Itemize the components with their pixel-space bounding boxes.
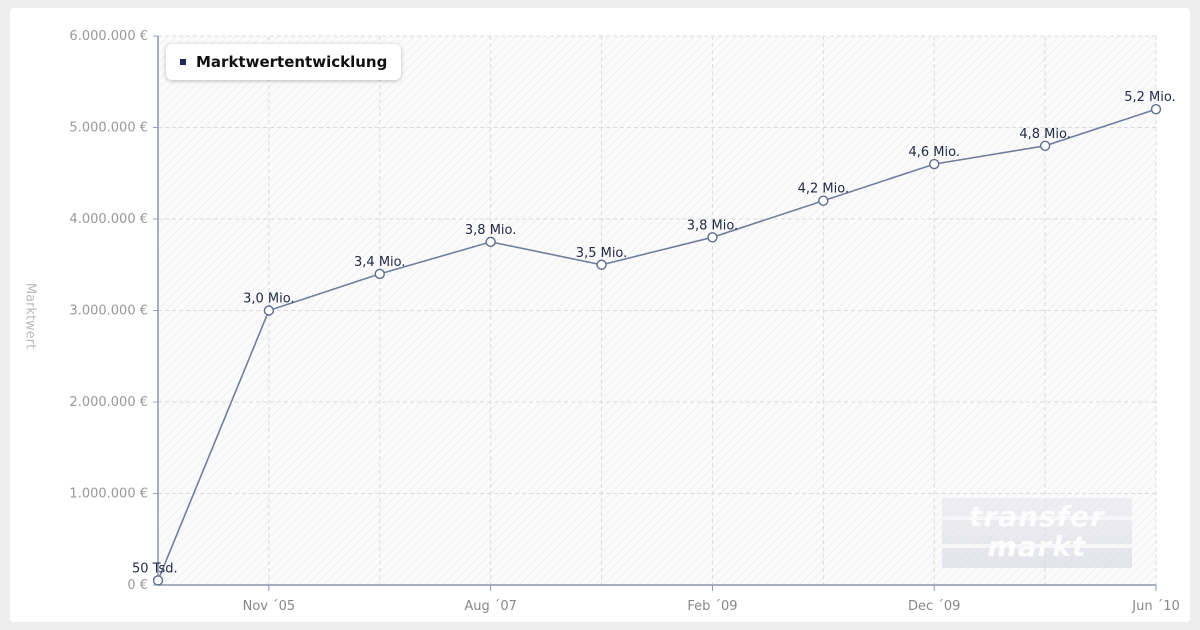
data-point [1039, 140, 1051, 152]
data-label: 3,0 Mio. [243, 292, 295, 307]
y-tick-label: 1.000.000 € [69, 487, 148, 502]
x-tick-label: Aug ´07 [464, 599, 517, 614]
data-label: 3,5 Mio. [576, 246, 628, 261]
y-tick-label: 3.000.000 € [69, 304, 148, 319]
data-label: 3,8 Mio. [687, 218, 739, 233]
data-point [263, 305, 275, 316]
legend-label: Marktwertentwicklung [196, 53, 388, 71]
data-point [707, 232, 718, 243]
transfermarkt-watermark-logo: transfer markt [942, 498, 1132, 568]
y-tick-label: 5.000.000 € [69, 121, 148, 136]
data-point [1150, 103, 1162, 115]
data-point [818, 195, 829, 206]
x-tick-label: Jun ´10 [1131, 599, 1180, 614]
x-tick-label: Dec ´09 [908, 599, 960, 614]
data-label: 4,6 Mio. [908, 145, 960, 160]
data-label: 3,4 Mio. [354, 255, 406, 270]
y-tick-label: 4.000.000 € [69, 212, 148, 227]
series-line [157, 108, 1157, 581]
legend: Marktwertentwicklung [166, 44, 402, 80]
data-point [929, 158, 940, 170]
data-point [596, 259, 607, 270]
y-tick-label: 2.000.000 € [69, 395, 148, 410]
y-tick-label: 6.000.000 € [69, 29, 148, 44]
x-tick-label: Feb ´09 [687, 599, 737, 614]
y-axis-label: Marktwert [22, 282, 38, 350]
data-label: 4,8 Mio. [1019, 127, 1071, 142]
data-label: 5,2 Mio. [1124, 90, 1176, 105]
legend-marker [180, 59, 186, 65]
data-point [152, 575, 164, 586]
data-label: 4,2 Mio. [798, 182, 850, 197]
data-point [485, 236, 496, 248]
data-label: 50 Tsd. [132, 561, 178, 576]
data-label: 3,8 Mio. [465, 223, 517, 238]
x-tick-label: Nov ´05 [243, 599, 296, 614]
data-point [374, 268, 385, 280]
y-tick-label: 0 € [127, 578, 148, 593]
